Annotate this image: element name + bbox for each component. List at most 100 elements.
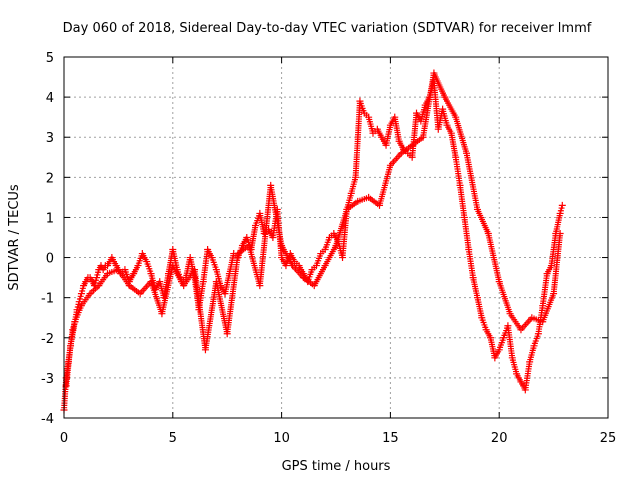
x-tick-label: 20: [491, 431, 508, 446]
data-point: [293, 260, 300, 267]
data-point: [133, 264, 140, 271]
data-point: [225, 272, 232, 279]
data-point: [142, 256, 149, 263]
x-tick-label: 15: [382, 431, 399, 446]
data-point: [512, 368, 519, 375]
data-point: [352, 199, 359, 206]
data-point: [386, 164, 393, 171]
data-point: [506, 308, 513, 315]
data-point: [461, 212, 468, 219]
data-point: [499, 337, 506, 344]
data-point: [495, 348, 502, 355]
data-point: [311, 264, 318, 271]
data-point: [556, 212, 563, 219]
data-point: [508, 352, 515, 359]
data-point: [92, 277, 99, 284]
data-point: [343, 208, 350, 215]
data-point: [547, 264, 554, 271]
data-point: [79, 287, 86, 294]
axis-ticks: 0 5 10 15 20 25 -4 -3 -2 -1 0 1 2 3 4 5: [41, 51, 616, 446]
data-point: [465, 244, 472, 251]
data-point: [112, 260, 119, 267]
y-tick-label: 5: [46, 51, 54, 66]
data-point: [451, 112, 458, 119]
y-tick-label: 4: [46, 91, 54, 106]
data-point: [443, 119, 450, 126]
data-point: [418, 135, 425, 142]
data-point: [77, 304, 84, 311]
data-point: [88, 276, 95, 283]
data-point: [360, 107, 367, 114]
data-point: [81, 280, 88, 287]
data-point: [74, 304, 81, 311]
data-point: [113, 267, 120, 274]
data-point: [363, 112, 370, 119]
data-point: [549, 292, 556, 299]
data-point: [558, 205, 565, 212]
data-point: [469, 272, 476, 279]
data-point: [399, 144, 406, 151]
data-point: [101, 264, 108, 271]
data-point: [478, 312, 485, 319]
data-point: [473, 292, 480, 299]
data-point: [316, 252, 323, 259]
gridlines: [64, 57, 608, 418]
data-point: [543, 272, 550, 279]
data-point: [486, 332, 493, 339]
data-point: [92, 279, 99, 286]
data-point: [207, 252, 214, 259]
data-point: [526, 361, 533, 368]
data-point: [407, 143, 414, 150]
data-point: [94, 284, 101, 291]
data-point: [351, 176, 358, 183]
data-point: [67, 345, 74, 352]
data-point: [325, 236, 332, 243]
data-point: [77, 293, 84, 300]
data-point: [94, 271, 101, 278]
y-tick-label: 3: [46, 131, 54, 146]
data-point: [534, 333, 541, 340]
y-tick-label: -3: [41, 372, 54, 387]
data-point: [527, 316, 534, 323]
y-tick-label: 0: [46, 252, 54, 267]
y-axis-label: SDTVAR / TECUs: [7, 184, 22, 291]
data-point: [75, 301, 82, 308]
x-tick-label: 5: [169, 431, 177, 446]
y-tick-label: 1: [46, 211, 54, 226]
data-point: [396, 151, 403, 158]
data-point: [395, 136, 402, 143]
data-point: [484, 228, 491, 235]
data-point: [321, 264, 328, 271]
data-point: [124, 280, 131, 287]
data-point: [85, 292, 92, 299]
data-point: [516, 376, 523, 383]
data-point: [556, 232, 563, 239]
data-point: [447, 128, 454, 135]
data-point: [298, 272, 305, 279]
data-point: [76, 296, 83, 303]
data-point: [199, 280, 206, 287]
data-point: [537, 317, 544, 324]
data-point: [212, 264, 219, 271]
x-axis-label: GPS time / hours: [282, 459, 391, 474]
data-point: [462, 148, 469, 155]
data-series: [60, 69, 566, 414]
data-point: [456, 180, 463, 187]
data-point: [288, 260, 295, 267]
chart-title: Day 060 of 2018, Sidereal Day-to-day VTE…: [63, 21, 592, 36]
y-tick-label: 2: [46, 171, 54, 186]
y-tick-label: -2: [41, 332, 54, 347]
data-point: [452, 152, 459, 159]
x-tick-label: 10: [273, 431, 290, 446]
data-point: [103, 272, 110, 279]
data-point: [147, 268, 154, 275]
data-point: [79, 285, 86, 292]
data-point: [347, 192, 354, 199]
data-point: [308, 268, 315, 275]
data-point: [421, 104, 428, 111]
data-point: [482, 324, 489, 331]
y-tick-label: -4: [41, 412, 54, 427]
y-tick-label: -1: [41, 292, 54, 307]
